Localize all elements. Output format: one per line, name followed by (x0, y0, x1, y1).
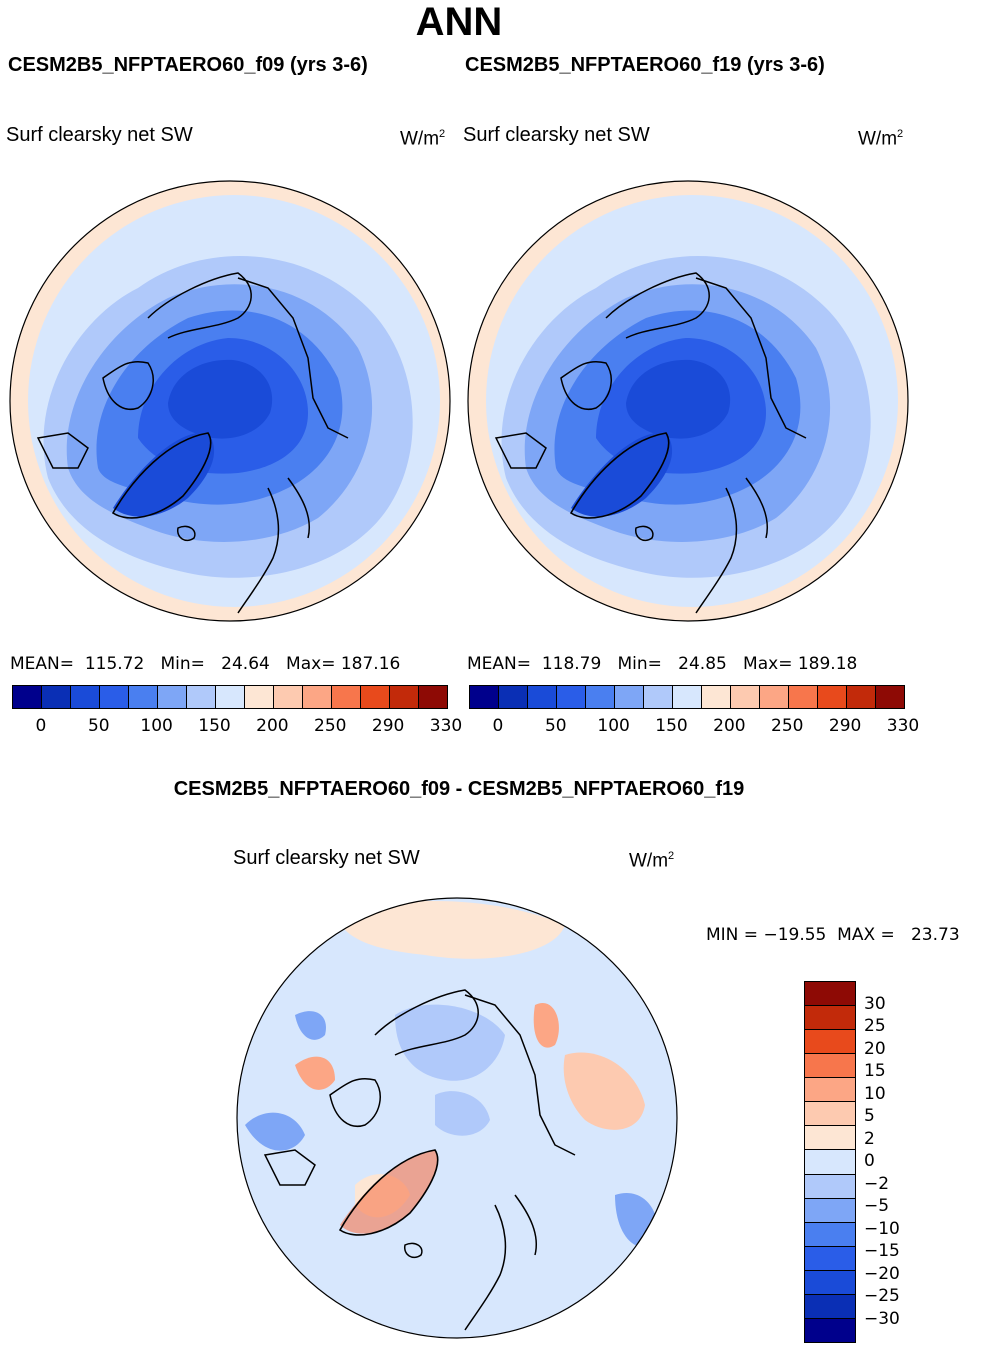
left-colorbar-swatch-11 (332, 686, 361, 708)
difference-polar-map (236, 897, 678, 1339)
diff-units-label: W/m2 (629, 850, 675, 872)
right-case-title: CESM2B5_NFPTAERO60_f19 (yrs 3-6) (465, 54, 825, 76)
diff-colorbar-swatch-6 (805, 1126, 855, 1151)
left-colorbar-tick-label: 100 (140, 716, 173, 736)
diff-colorbar-tick-label: −5 (864, 1196, 890, 1216)
diff-colorbar-swatch-14 (805, 1318, 855, 1342)
diff-colorbar-tick-label: −30 (864, 1308, 900, 1329)
left-colorbar-ticks: 0 50 100 150 200 250 290 330 (12, 716, 463, 738)
right-colorbar-swatch-1 (499, 686, 528, 708)
difference-colorbar (804, 981, 856, 1343)
diff-colorbar-swatch-2 (805, 1030, 855, 1055)
diff-colorbar-tick-label: −10 (864, 1218, 900, 1239)
left-colorbar-swatch-10 (303, 686, 332, 708)
right-colorbar-swatch-3 (557, 686, 586, 708)
diff-colorbar-tick-label: −20 (864, 1263, 900, 1284)
right-stats: MEAN= 118.79 Min= 24.85 Max= 189.18 (467, 654, 858, 674)
figure-title: ANN (415, 0, 503, 44)
left-colorbar-tick-label: 330 (429, 716, 463, 736)
diff-colorbar-swatch-3 (805, 1054, 855, 1079)
right-colorbar-swatch-14 (876, 686, 904, 708)
left-colorbar (12, 685, 448, 709)
right-colorbar-swatch-2 (528, 686, 557, 708)
diff-colorbar-swatch-4 (805, 1078, 855, 1103)
left-colorbar-swatch-5 (158, 686, 187, 708)
left-colorbar-tick-label: 290 (371, 716, 405, 736)
left-colorbar-swatch-2 (71, 686, 100, 708)
left-colorbar-swatch-12 (361, 686, 390, 708)
right-units-label: W/m2 (858, 128, 904, 150)
right-colorbar-swatch-7 (673, 686, 702, 708)
left-colorbar-swatch-13 (390, 686, 419, 708)
left-colorbar-swatch-6 (187, 686, 216, 708)
right-colorbar-ticks: 0 50 100 150 200 250 290 330 (469, 716, 920, 738)
diff-variable-label: Surf clearsky net SW (233, 847, 420, 869)
diff-colorbar-tick-label: 10 (864, 1083, 886, 1104)
left-colorbar-tick-label: 200 (256, 716, 289, 736)
left-stats: MEAN= 115.72 Min= 24.64 Max= 187.16 (10, 654, 401, 674)
left-colorbar-swatch-7 (216, 686, 245, 708)
right-colorbar-tick-label: 150 (655, 716, 688, 736)
left-colorbar-tick-label: 150 (198, 716, 231, 736)
diff-colorbar-tick-label: −2 (864, 1173, 890, 1194)
diff-colorbar-swatch-10 (805, 1222, 855, 1247)
right-colorbar-swatch-4 (586, 686, 615, 708)
right-variable-label: Surf clearsky net SW (463, 124, 650, 146)
right-colorbar-tick-label: 100 (597, 716, 630, 736)
left-variable-label: Surf clearsky net SW (6, 124, 193, 146)
diff-colorbar-tick-label: 0 (864, 1151, 875, 1171)
right-colorbar (469, 685, 905, 709)
left-colorbar-swatch-14 (419, 686, 447, 708)
left-units-label: W/m2 (400, 128, 446, 150)
right-colorbar-tick-label: 200 (713, 716, 746, 736)
diff-colorbar-swatch-9 (805, 1198, 855, 1223)
diff-colorbar-tick-label: 30 (864, 993, 886, 1014)
right-colorbar-tick-label: 50 (544, 716, 567, 736)
diff-colorbar-tick-label: 25 (864, 1016, 886, 1036)
left-colorbar-swatch-4 (129, 686, 158, 708)
diff-colorbar-swatch-7 (805, 1150, 855, 1175)
right-colorbar-swatch-12 (818, 686, 847, 708)
right-colorbar-swatch-0 (470, 686, 499, 708)
left-colorbar-swatch-8 (245, 686, 274, 708)
right-colorbar-tick-label: 330 (886, 716, 920, 736)
diff-colorbar-tick-label: 20 (864, 1038, 886, 1059)
right-colorbar-swatch-11 (789, 686, 818, 708)
diff-colorbar-swatch-0 (805, 982, 855, 1007)
left-colorbar-swatch-1 (42, 686, 71, 708)
left-colorbar-swatch-0 (13, 686, 42, 708)
difference-title: CESM2B5_NFPTAERO60_f09 - CESM2B5_NFPTAER… (173, 778, 745, 800)
diff-colorbar-swatch-12 (805, 1270, 855, 1295)
left-case-title: CESM2B5_NFPTAERO60_f09 (yrs 3-6) (8, 54, 368, 76)
diff-colorbar-swatch-1 (805, 1006, 855, 1031)
left-colorbar-tick-label: 50 (87, 716, 110, 736)
difference-colorbar-ticks: 30 25 20 15 10 5 2 0 −2 −5 −10 −15 −20 −25 −30 (864, 981, 924, 1341)
right-colorbar-tick-label: 250 (771, 716, 804, 736)
right-colorbar-swatch-6 (644, 686, 673, 708)
left-colorbar-tick-label: 0 (35, 716, 47, 736)
diff-colorbar-swatch-11 (805, 1246, 855, 1271)
diff-colorbar-swatch-13 (805, 1294, 855, 1319)
right-colorbar-swatch-10 (760, 686, 789, 708)
right-colorbar-swatch-5 (615, 686, 644, 708)
diff-colorbar-tick-label: 5 (864, 1106, 875, 1126)
diff-colorbar-tick-label: 15 (864, 1061, 886, 1081)
diff-colorbar-swatch-5 (805, 1102, 855, 1127)
left-polar-map (9, 180, 451, 622)
left-colorbar-swatch-9 (274, 686, 303, 708)
diff-colorbar-swatch-8 (805, 1174, 855, 1199)
left-colorbar-swatch-3 (100, 686, 129, 708)
right-colorbar-swatch-9 (731, 686, 760, 708)
diff-colorbar-tick-label: −25 (864, 1286, 900, 1306)
diff-colorbar-tick-label: 2 (864, 1128, 875, 1149)
diff-minmax: MIN = −19.55 MAX = 23.73 (706, 925, 960, 945)
diff-colorbar-tick-label: −15 (864, 1241, 900, 1261)
right-colorbar-tick-label: 0 (492, 716, 504, 736)
right-polar-map (467, 180, 909, 622)
right-colorbar-swatch-8 (702, 686, 731, 708)
right-colorbar-swatch-13 (847, 686, 876, 708)
left-colorbar-tick-label: 250 (314, 716, 347, 736)
right-colorbar-tick-label: 290 (828, 716, 862, 736)
